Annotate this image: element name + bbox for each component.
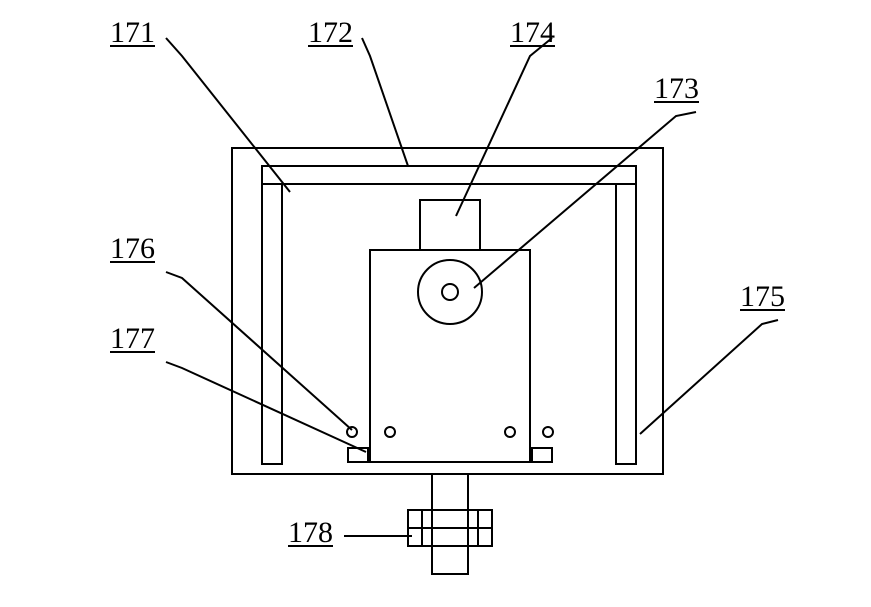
label-l175: 175 bbox=[740, 280, 785, 313]
right-column bbox=[616, 184, 636, 464]
foot-block-0 bbox=[348, 448, 368, 462]
bolt-hole-1 bbox=[385, 427, 395, 437]
flange-bottom bbox=[408, 528, 492, 546]
left-column bbox=[262, 184, 282, 464]
leader-l176 bbox=[166, 272, 352, 430]
diagram-svg: 171 172 174 173 175 176 177 178 bbox=[0, 0, 871, 607]
upper-tab bbox=[420, 200, 480, 250]
label-l172: 172 bbox=[308, 16, 353, 49]
label-l178: 178 bbox=[288, 516, 333, 549]
label-l177: 177 bbox=[110, 322, 155, 355]
label-l176: 176 bbox=[110, 232, 155, 265]
leader-l171 bbox=[166, 38, 290, 192]
foot-block-1 bbox=[532, 448, 552, 462]
leader-l175 bbox=[640, 320, 778, 434]
outer-housing bbox=[232, 148, 663, 474]
shaft bbox=[432, 474, 468, 574]
diagram-container: 171 172 174 173 175 176 177 178 bbox=[0, 0, 871, 607]
bolt-hole-2 bbox=[505, 427, 515, 437]
flange-top bbox=[408, 510, 492, 528]
leader-l172 bbox=[362, 38, 408, 166]
label-l174: 174 bbox=[510, 16, 555, 49]
top-bar bbox=[262, 166, 636, 184]
label-l173: 173 bbox=[654, 72, 699, 105]
bearing-outer bbox=[418, 260, 482, 324]
bearing-inner bbox=[442, 284, 458, 300]
leader-l177 bbox=[166, 362, 366, 452]
bolt-hole-0 bbox=[347, 427, 357, 437]
bolt-hole-3 bbox=[543, 427, 553, 437]
label-l171: 171 bbox=[110, 16, 155, 49]
leader-l174 bbox=[456, 38, 552, 216]
